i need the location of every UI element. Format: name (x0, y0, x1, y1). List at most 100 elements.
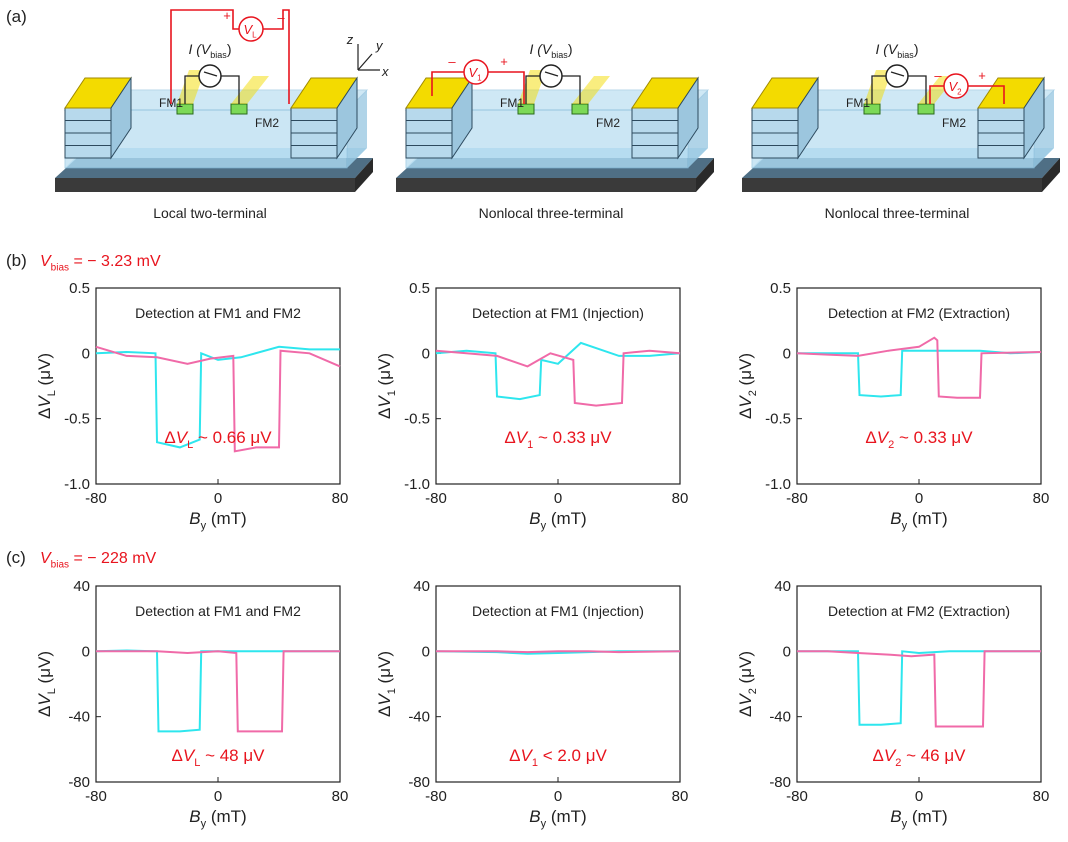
y-tick-label: 0 (422, 345, 430, 362)
y-tick-label-part: -40 (68, 709, 90, 726)
y-tick-label-part: 0 (82, 643, 90, 660)
voltmeter-wire-0 (170, 9, 239, 104)
series-line-cyan (797, 349, 1042, 398)
y-axis-label-part: Δ (375, 408, 394, 419)
pad-side-right (677, 76, 699, 160)
chart-annotation: ΔV2 ~ 46 μV (873, 746, 967, 769)
y-tick-label: 0.5 (69, 280, 90, 297)
y-tick-label-part: 0.5 (770, 280, 791, 297)
x-axis-label: By (mT) (890, 509, 947, 532)
x-tick-label: 0 (214, 788, 222, 805)
y-axis-label-part: V (736, 693, 755, 706)
x-tick-label: 80 (672, 788, 689, 805)
x-tick-label: 0 (554, 788, 562, 805)
chart-annotation-part: V (516, 428, 529, 447)
device-caption-0: Local two-terminal (153, 205, 267, 221)
panel-label-a: (a) (6, 7, 27, 26)
chart-title-part: Detection at FM1 and FM2 (135, 603, 301, 619)
x-tick-label-part: -80 (786, 788, 808, 805)
x-tick-label: -80 (85, 490, 107, 507)
fm1-lead (518, 70, 546, 104)
chart-annotation-part: V (183, 746, 196, 765)
y-tick-label-part: -80 (408, 774, 430, 791)
substrate-side (396, 178, 696, 192)
chart-annotation-part: Δ (873, 746, 884, 765)
fm2-electrode (571, 103, 589, 115)
y-axis-label: ΔV1 (μV) (375, 651, 398, 717)
y-axis-label-part: V (736, 395, 755, 408)
y-tick-label: -1.0 (765, 476, 791, 493)
x-tick-label: 80 (1033, 788, 1050, 805)
current-label: I (Vbias) (530, 41, 573, 60)
x-tick-label-part: 0 (554, 490, 562, 507)
current-label: I (Vbias) (876, 41, 919, 60)
y-axis-label-part: Δ (35, 408, 54, 419)
current-label: I (Vbias) (189, 41, 232, 60)
chart-annotation-part: ~ 48 μV (200, 746, 265, 765)
current-label-part: V (542, 41, 553, 57)
y-axis-label: ΔV1 (μV) (375, 353, 398, 419)
current-label-part: bias (897, 50, 914, 60)
current-wire-left (871, 75, 886, 104)
chart-annotation: ΔVL ~ 48 μV (172, 746, 266, 769)
current-wire-left (184, 75, 199, 104)
fm2-label: FM2 (596, 116, 620, 130)
minus-sign: – (277, 10, 285, 25)
y-tick-label: 0 (783, 643, 791, 660)
x-tick-label: -80 (786, 788, 808, 805)
bias-label-1-part: bias (51, 559, 69, 570)
chart-annotation-part: < 2.0 μV (538, 746, 608, 765)
current-label-part: ) (227, 41, 232, 57)
chart-annotation: ΔV2 ~ 0.33 μV (865, 428, 973, 451)
chart-annotation-part: V (176, 428, 189, 447)
x-tick-label-part: 0 (915, 490, 923, 507)
chart-annotation: ΔV1 < 2.0 μV (509, 746, 607, 769)
x-axis-label-part: B (890, 509, 901, 528)
y-axis-label: y (375, 38, 384, 53)
plus-sign: + (223, 8, 231, 23)
x-axis-label-part: (mT) (907, 509, 948, 528)
x-tick-label-part: -80 (425, 788, 447, 805)
x-tick-label-part: 80 (672, 788, 689, 805)
chart-2: -80 0 80 0.5 0 -0.5 -1.0 Detection at FM2 (Extr… (736, 280, 1049, 532)
chart-title: Detection at FM1 (Injection) (472, 305, 644, 321)
x-tick-label-part: 80 (672, 490, 689, 507)
voltmeter-label-part: 1 (477, 74, 482, 83)
x-axis-label-part: x (381, 64, 389, 79)
current-wire-right (562, 75, 581, 104)
z-axis-label-part: z (346, 32, 354, 47)
substrate-side (55, 178, 355, 192)
x-tick-label: 0 (554, 490, 562, 507)
y-axis-label-part: 1 (386, 688, 398, 694)
fm1-label: FM1 (846, 96, 870, 110)
current-label-part: I ( (876, 41, 890, 57)
y-axis-label-part: L (46, 688, 58, 694)
x-axis-label: By (mT) (189, 807, 246, 830)
current-arrow (890, 71, 905, 77)
x-tick-label: -80 (425, 490, 447, 507)
chart-annotation-part: Δ (865, 428, 876, 447)
pad-side-left (110, 76, 132, 160)
y-axis-label: ΔVL (μV) (35, 353, 58, 419)
y-axis-label-part: (μV) (35, 651, 54, 688)
x-axis-label-part: (mT) (206, 509, 247, 528)
x-tick-label: 0 (915, 788, 923, 805)
chart-annotation-part: V (877, 428, 890, 447)
x-tick-label-part: 0 (915, 788, 923, 805)
substrate-side (742, 178, 1042, 192)
y-axis-label-part: (μV) (375, 651, 394, 688)
substrate-end (696, 158, 714, 192)
x-axis-label-part: y (902, 520, 908, 532)
chart-annotation-part: V (884, 746, 897, 765)
bias-label-0-part: = − 3.23 mV (69, 253, 161, 270)
y-tick-label-part: -40 (769, 709, 791, 726)
fm2-label-part: FM2 (596, 116, 620, 130)
voltmeter (238, 16, 264, 42)
x-tick-label: 80 (1033, 490, 1050, 507)
current-label-part: I ( (189, 41, 203, 57)
minus-sign-part: – (934, 68, 942, 83)
y-tick-label-part: -40 (408, 709, 430, 726)
